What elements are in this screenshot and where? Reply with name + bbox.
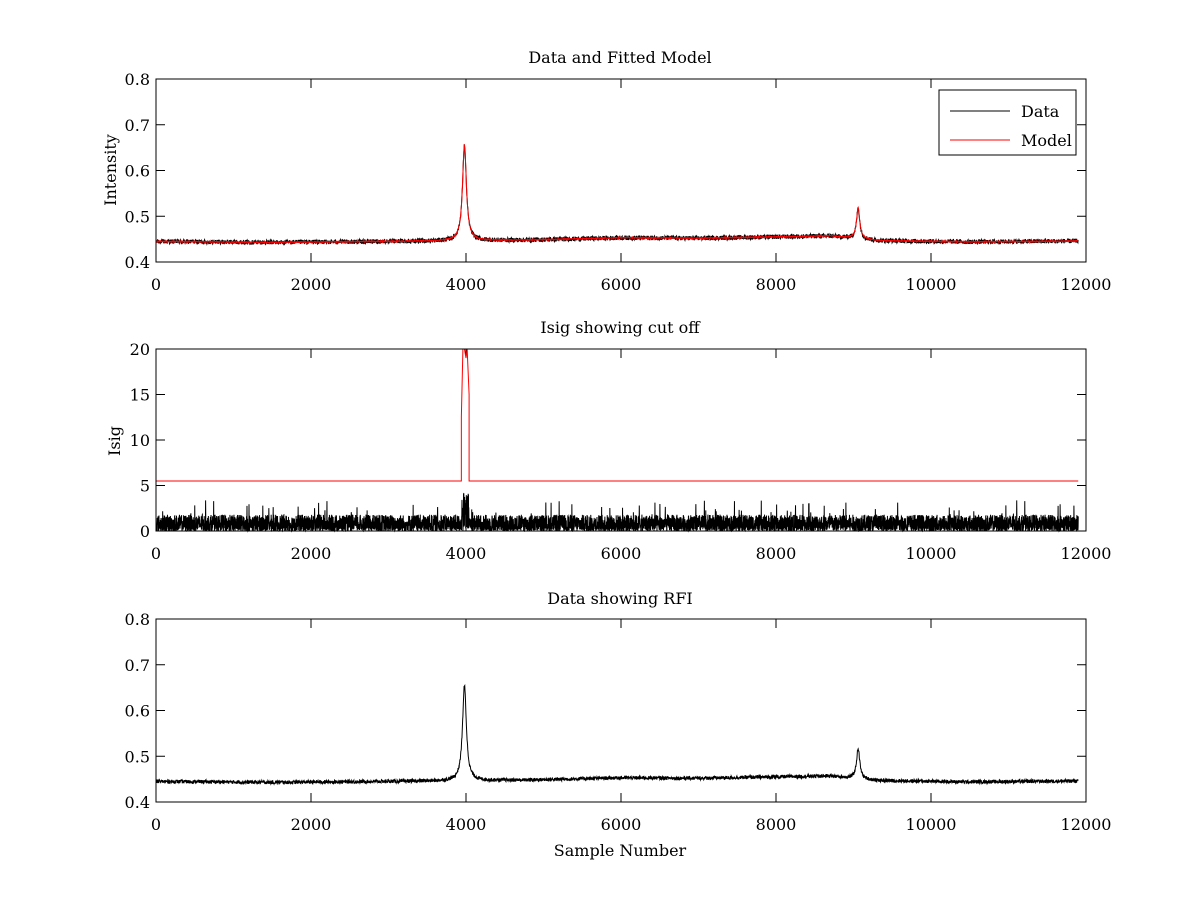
x-tick-label: 6000 (601, 275, 642, 294)
x-tick-label: 4000 (446, 815, 487, 834)
y-tick-label: 0.5 (125, 747, 150, 766)
chart-title: Isig showing cut off (540, 318, 701, 337)
chart-title: Data showing RFI (547, 589, 692, 608)
chart-panel-data-and-model: Data and Fitted Model Intensity 0 2000 400… (101, 48, 1111, 294)
plot-frame (155, 618, 1087, 803)
x-tick-label: 2000 (291, 275, 332, 294)
x-tick-label: 4000 (446, 544, 487, 563)
x-tick-label: 10000 (906, 544, 957, 563)
axis-ticks: 0 2000 4000 6000 8000 10000 12000 0.4 0.5 0.6 0.7 0… (125, 70, 1112, 294)
series-data-line (155, 144, 1079, 246)
plot-frame (155, 348, 1087, 532)
x-tick-label: 2000 (291, 544, 332, 563)
series-layer (155, 683, 1079, 786)
axis-ticks: 0 2000 4000 6000 8000 10000 12000 0.4 0.5 0.6 0.7 0… (125, 610, 1112, 834)
x-tick-label: 0 (151, 815, 161, 834)
legend: Data Model (938, 89, 1077, 156)
y-tick-label: 15 (130, 386, 150, 405)
y-tick-label: 0.8 (125, 70, 150, 89)
y-tick-label: 0.6 (125, 162, 150, 181)
x-tick-label: 4000 (446, 275, 487, 294)
y-tick-label: 10 (130, 431, 150, 450)
x-tick-label: 8000 (756, 544, 797, 563)
series-cutoff-line (156, 348, 1079, 482)
legend-box (938, 89, 1077, 156)
x-tick-label: 2000 (291, 815, 332, 834)
x-tick-label: 8000 (756, 275, 797, 294)
series-model-line (155, 143, 1079, 245)
x-tick-label: 10000 (906, 275, 957, 294)
x-tick-label: 0 (151, 275, 161, 294)
x-tick-label: 6000 (601, 544, 642, 563)
x-tick-label: 12000 (1061, 275, 1112, 294)
y-tick-label: 0.4 (125, 793, 150, 812)
chart-panel-rfi: Data showing RFI 0 2000 4000 6000 8000 10000 1… (125, 589, 1112, 860)
series-data-line (155, 683, 1079, 786)
series-layer (155, 143, 1079, 246)
y-tick-label: 0.5 (125, 207, 150, 226)
x-tick-label: 6000 (601, 815, 642, 834)
series-layer (155, 348, 1079, 533)
legend-label-model: Model (1021, 131, 1072, 150)
plot-frame (155, 78, 1087, 263)
y-tick-label: 20 (130, 340, 150, 359)
y-tick-label: 0.8 (125, 610, 150, 629)
x-tick-label: 12000 (1061, 544, 1112, 563)
legend-label-data: Data (1021, 102, 1060, 121)
chart-title: Data and Fitted Model (528, 48, 711, 67)
y-axis-label: Isig (105, 426, 124, 456)
y-tick-label: 5 (140, 477, 150, 496)
y-tick-label: 0.7 (125, 656, 150, 675)
y-tick-label: 0.7 (125, 116, 150, 135)
x-tick-label: 10000 (906, 815, 957, 834)
y-tick-label: 0.6 (125, 702, 150, 721)
axis-ticks: 0 2000 4000 6000 8000 10000 12000 0 5 10 15 20 (130, 340, 1112, 563)
x-tick-label: 12000 (1061, 815, 1112, 834)
y-tick-label: 0.4 (125, 253, 150, 272)
series-isig-line (155, 492, 1079, 533)
x-tick-label: 0 (151, 544, 161, 563)
x-tick-label: 8000 (756, 815, 797, 834)
chart-panel-isig: Isig showing cut off Isig 0 2000 4000 6000 8… (105, 318, 1111, 563)
y-tick-label: 0 (140, 522, 150, 541)
y-axis-label: Intensity (101, 134, 120, 206)
x-axis-label: Sample Number (554, 841, 687, 860)
